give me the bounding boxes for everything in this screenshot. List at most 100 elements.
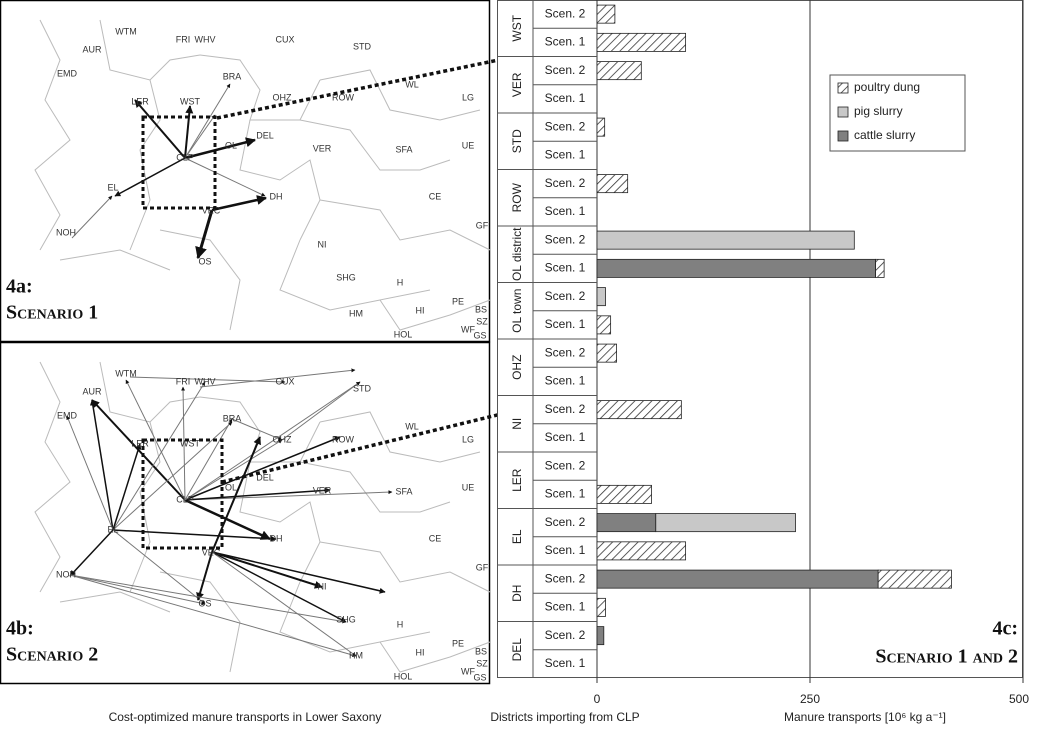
district-label: EL — [107, 182, 118, 192]
district-label: SZ — [476, 316, 488, 326]
panel-label: 4a: — [6, 276, 33, 298]
row-label: Scen. 2 — [545, 571, 586, 585]
row-label: Scen. 1 — [545, 656, 586, 670]
group-label: NI — [510, 418, 524, 430]
bar-segment — [597, 118, 605, 136]
panel-title: Scenario 2 — [6, 644, 98, 666]
bar-segment — [656, 514, 796, 532]
district-label: VER — [313, 143, 332, 153]
district-label: WTM — [115, 26, 137, 36]
district-label: STD — [353, 383, 372, 393]
group-label: VER — [510, 72, 524, 97]
map-caption: Cost-optimized manure transports in Lowe… — [109, 710, 382, 724]
group-label: STD — [510, 129, 524, 153]
district-label: AUR — [82, 386, 102, 396]
chart-title: Districts importing from CLP — [490, 710, 639, 724]
row-label: Scen. 1 — [545, 91, 586, 105]
legend-swatch — [838, 107, 848, 117]
row-label: Scen. 2 — [545, 289, 586, 303]
district-label: CLP — [176, 152, 194, 162]
group-label: EL — [510, 529, 524, 544]
row-label: Scen. 2 — [545, 458, 586, 472]
row-label: Scen. 1 — [545, 261, 586, 275]
district-label: STD — [353, 41, 372, 51]
row-label: Scen. 1 — [545, 374, 586, 388]
district-label: SHG — [336, 272, 356, 282]
bar-segment — [597, 62, 641, 80]
district-label: VER — [313, 485, 332, 495]
bar-segment — [878, 570, 951, 588]
row-label: Scen. 2 — [545, 119, 586, 133]
district-label: GF — [476, 220, 489, 230]
district-label: H — [397, 277, 404, 287]
row-label: Scen. 1 — [545, 204, 586, 218]
group-label: DH — [510, 585, 524, 602]
district-label: SZ — [476, 658, 488, 668]
x-tick-label: 500 — [1009, 692, 1029, 706]
group-label: WST — [510, 14, 524, 41]
bar-segment — [597, 485, 652, 503]
district-label: LER — [131, 96, 149, 106]
district-label: NOH — [56, 227, 76, 237]
bar-segment — [876, 259, 885, 277]
x-tick-label: 0 — [594, 692, 601, 706]
district-label: BRA — [223, 413, 242, 423]
panel-title: Scenario 1 — [6, 302, 98, 324]
group-label: OL town — [510, 289, 524, 333]
row-label: Scen. 1 — [545, 600, 586, 614]
district-label: EMD — [57, 410, 78, 420]
district-label: OS — [198, 256, 211, 266]
legend-swatch — [838, 131, 848, 141]
row-label: Scen. 2 — [545, 6, 586, 20]
district-label: PE — [452, 638, 464, 648]
row-label: Scen. 2 — [545, 176, 586, 190]
district-label: GS — [473, 672, 486, 682]
bar-segment — [597, 542, 686, 560]
district-label: NOH — [56, 569, 76, 579]
district-label: DH — [270, 191, 283, 201]
district-label: HM — [349, 308, 363, 318]
district-label: OHZ — [273, 92, 293, 102]
district-label: DH — [270, 533, 283, 543]
row-label: Scen. 1 — [545, 148, 586, 162]
legend-label: pig slurry — [854, 104, 903, 118]
district-label: OL — [225, 140, 237, 150]
district-label: CUX — [275, 376, 294, 386]
district-label: CUX — [275, 34, 294, 44]
row-label: Scen. 1 — [545, 35, 586, 49]
group-label: ROW — [510, 182, 524, 212]
district-label: OHZ — [273, 434, 293, 444]
group-label: OL district — [510, 227, 524, 281]
panel-title: Scenario 1 and 2 — [875, 646, 1018, 668]
map-panel: AURWTMFRIWHVCUXSTDEMDBRALERWSTOHZROWWLLG… — [1, 343, 491, 684]
district-label: HI — [416, 305, 425, 315]
district-label: OS — [198, 598, 211, 608]
row-label: Scen. 1 — [545, 487, 586, 501]
bar-segment — [597, 231, 854, 249]
district-label: HOL — [394, 329, 413, 339]
legend-swatch — [838, 83, 848, 93]
district-label: BS — [475, 646, 487, 656]
district-label: WL — [405, 421, 419, 431]
x-tick-label: 250 — [800, 692, 820, 706]
district-label: CE — [429, 191, 442, 201]
legend-label: cattle slurry — [854, 128, 915, 142]
district-label: SFA — [395, 144, 412, 154]
row-label: Scen. 1 — [545, 317, 586, 331]
district-label: BRA — [223, 71, 242, 81]
bar-segment — [597, 570, 878, 588]
bar-segment — [597, 401, 681, 419]
row-label: Scen. 2 — [545, 232, 586, 246]
row-label: Scen. 2 — [545, 63, 586, 77]
district-label: HM — [349, 650, 363, 660]
bar-segment — [597, 514, 656, 532]
row-label: Scen. 2 — [545, 515, 586, 529]
district-label: NI — [318, 239, 327, 249]
bar-segment — [597, 33, 686, 51]
district-label: PE — [452, 296, 464, 306]
district-label: NI — [318, 581, 327, 591]
district-label: FRI — [176, 376, 191, 386]
row-label: Scen. 1 — [545, 430, 586, 444]
bar-segment — [597, 259, 876, 277]
